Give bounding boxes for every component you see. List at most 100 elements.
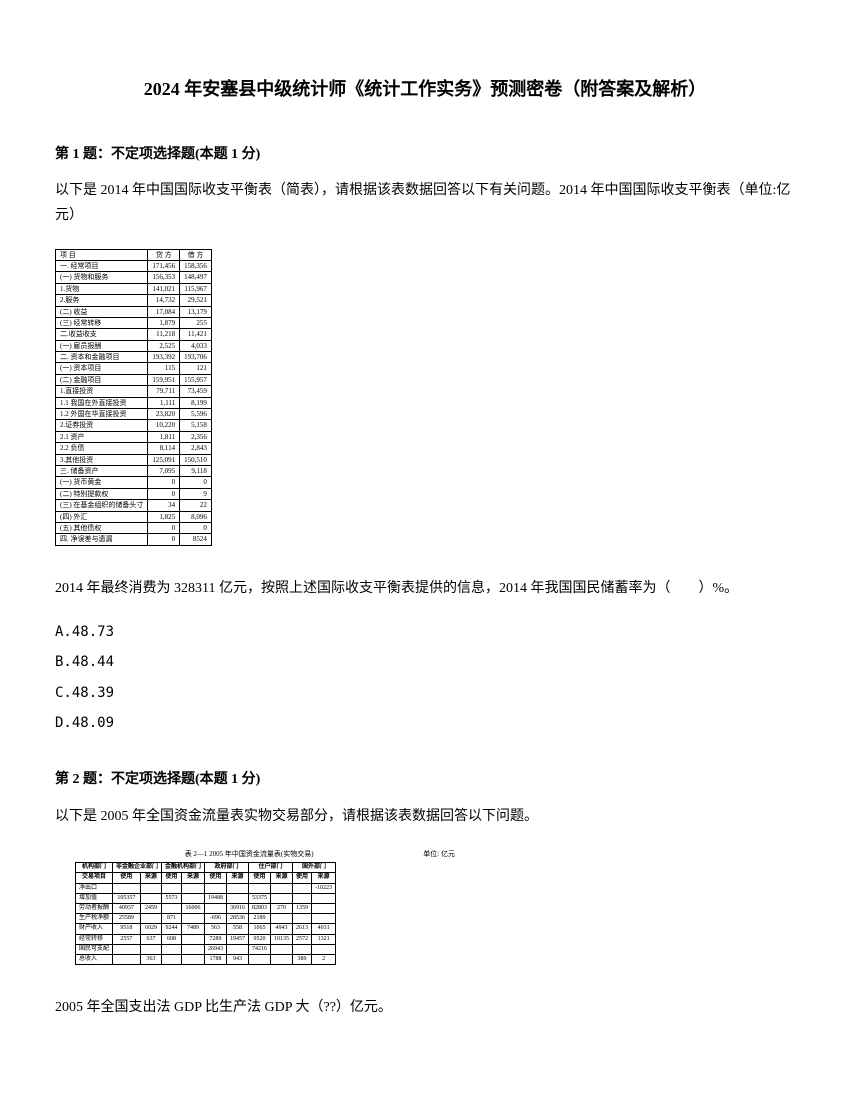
- table-cell: [312, 893, 336, 903]
- table-cell: (一) 资本项目: [56, 363, 148, 374]
- table-cell: 8524: [180, 534, 212, 545]
- table-row: 国民可支配2694374216: [76, 944, 336, 954]
- table-row: 总收入36317889433892: [76, 954, 336, 964]
- table-cell: 3.其他投资: [56, 454, 148, 465]
- table-cell: 121: [180, 363, 212, 374]
- table-cell: [271, 914, 293, 924]
- table-cell: 105357: [113, 893, 141, 903]
- table-cell: 5573: [162, 893, 182, 903]
- table-cell: 4031: [312, 924, 336, 934]
- table-row: (二) 收益17,08413,179: [56, 306, 212, 317]
- table-cell: 10135: [271, 934, 293, 944]
- table-row: (三) 经常转移1,879255: [56, 317, 212, 328]
- table-cell: 171,456: [148, 260, 180, 271]
- table-cell: [162, 944, 182, 954]
- table-cell: [312, 903, 336, 913]
- q2-text: 以下是 2005 年全国资金流量表实物交易部分，请根据该表数据回答以下问题。: [55, 804, 795, 829]
- table-cell: [181, 944, 204, 954]
- q2-table-unit: 单位: 亿元: [423, 849, 455, 860]
- table-cell: 5,158: [180, 420, 212, 431]
- table-cell: 三. 储备资产: [56, 465, 148, 476]
- table-cell: 1359: [293, 903, 312, 913]
- table-row: 财产收入951860299244748956355810654943261340…: [76, 924, 336, 934]
- table-cell: 0: [148, 488, 180, 499]
- q2-th-sub: 来源: [140, 873, 161, 883]
- table-cell: [181, 893, 204, 903]
- table-row: 1.直接投资79,71173,459: [56, 386, 212, 397]
- table-cell: 74216: [249, 944, 271, 954]
- table-cell: 22: [180, 500, 212, 511]
- table-cell: [293, 944, 312, 954]
- table-cell: (三) 在基金组织的储备头寸: [56, 500, 148, 511]
- table-cell: [249, 883, 271, 893]
- q2-th-sub: 来源: [271, 873, 293, 883]
- table-cell: 1,111: [148, 397, 180, 408]
- table-cell: 19457: [227, 934, 249, 944]
- table-cell: 11,421: [180, 329, 212, 340]
- table-cell: 73,459: [180, 386, 212, 397]
- table-cell: [140, 914, 161, 924]
- table-cell: 1.2 外国在华直接投资: [56, 409, 148, 420]
- table-cell: 125,091: [148, 454, 180, 465]
- table-cell: 一. 经常项目: [56, 260, 148, 271]
- table-row: 增加值105357 5573 19488 53375: [76, 893, 336, 903]
- table-cell: 劳动者报酬: [76, 903, 113, 913]
- table-cell: 363: [140, 954, 161, 964]
- q2-header: 第 2 题：不定项选择题(本题 1 分): [55, 769, 795, 791]
- q2-th-sub: 交易项目: [76, 873, 113, 883]
- table-cell: 总收入: [76, 954, 113, 964]
- table-cell: 2: [312, 954, 336, 964]
- table-cell: 23,820: [148, 409, 180, 420]
- q2-th-top: 机构部门: [76, 863, 113, 873]
- table-cell: [205, 883, 227, 893]
- table-cell: 155,957: [180, 374, 212, 385]
- table-row: (二) 特别提款权09: [56, 488, 212, 499]
- page-title: 2024 年安塞县中级统计师《统计工作实务》预测密卷（附答案及解析）: [55, 75, 795, 104]
- table-cell: 0: [148, 534, 180, 545]
- table-cell: 7,095: [148, 465, 180, 476]
- table-row: (四) 外汇1,8258,096: [56, 511, 212, 522]
- table-row: (三) 在基金组织的储备头寸3422: [56, 500, 212, 511]
- table-row: (一) 雇员报酬2,5254,033: [56, 340, 212, 351]
- table-cell: 16006: [181, 903, 204, 913]
- table-cell: [181, 914, 204, 924]
- table-cell: 14,732: [148, 295, 180, 306]
- q2-th-sub: 来源: [227, 873, 249, 883]
- table-cell: 150,510: [180, 454, 212, 465]
- table-row: 一. 经常项目171,456158,356: [56, 260, 212, 271]
- table-cell: 10,220: [148, 420, 180, 431]
- table-row: 二.收益收支11,21811,421: [56, 329, 212, 340]
- table-row: 劳动者报酬4093724591600636916828032701359: [76, 903, 336, 913]
- table-cell: 1065: [249, 924, 271, 934]
- q2-th-top: 非金融企业部门: [113, 863, 162, 873]
- q1-th: 项 目: [56, 249, 148, 260]
- table-cell: 2557: [113, 934, 141, 944]
- table-row: 1.1 我国在外直接投资1,1118,199: [56, 397, 212, 408]
- q1-subquestion: 2014 年最终消费为 328311 亿元，按照上述国际收支平衡表提供的信息，2…: [55, 576, 795, 601]
- table-cell: 9520: [249, 934, 271, 944]
- table-cell: 0: [148, 522, 180, 533]
- table-cell: [312, 944, 336, 954]
- table-cell: 943: [227, 954, 249, 964]
- table-cell: 9244: [162, 924, 182, 934]
- q2-th-top: 政府部门: [205, 863, 249, 873]
- table-cell: 25589: [113, 914, 141, 924]
- q2-th-sub: 使用: [113, 873, 141, 883]
- table-cell: 115: [148, 363, 180, 374]
- table-row: (一) 货币黄金00: [56, 477, 212, 488]
- table-cell: 19488: [205, 893, 227, 903]
- table-cell: 9,118: [180, 465, 212, 476]
- table-cell: 53375: [249, 893, 271, 903]
- q2-table: 机构部门非金融企业部门金融机构部门政府部门住户部门国外部门 交易项目使用来源使用…: [75, 862, 336, 965]
- q2-th-sub: 使用: [249, 873, 271, 883]
- table-cell: 6029: [140, 924, 161, 934]
- table-cell: 29,521: [180, 295, 212, 306]
- table-cell: (二) 特别提款权: [56, 488, 148, 499]
- table-row: (一) 货物和服务156,353148,497: [56, 272, 212, 283]
- table-cell: 148,497: [180, 272, 212, 283]
- table-cell: 5,596: [180, 409, 212, 420]
- table-cell: 1.1 我国在外直接投资: [56, 397, 148, 408]
- table-cell: 1.直接投资: [56, 386, 148, 397]
- q1-header: 第 1 题：不定项选择题(本题 1 分): [55, 144, 795, 166]
- table-cell: 增加值: [76, 893, 113, 903]
